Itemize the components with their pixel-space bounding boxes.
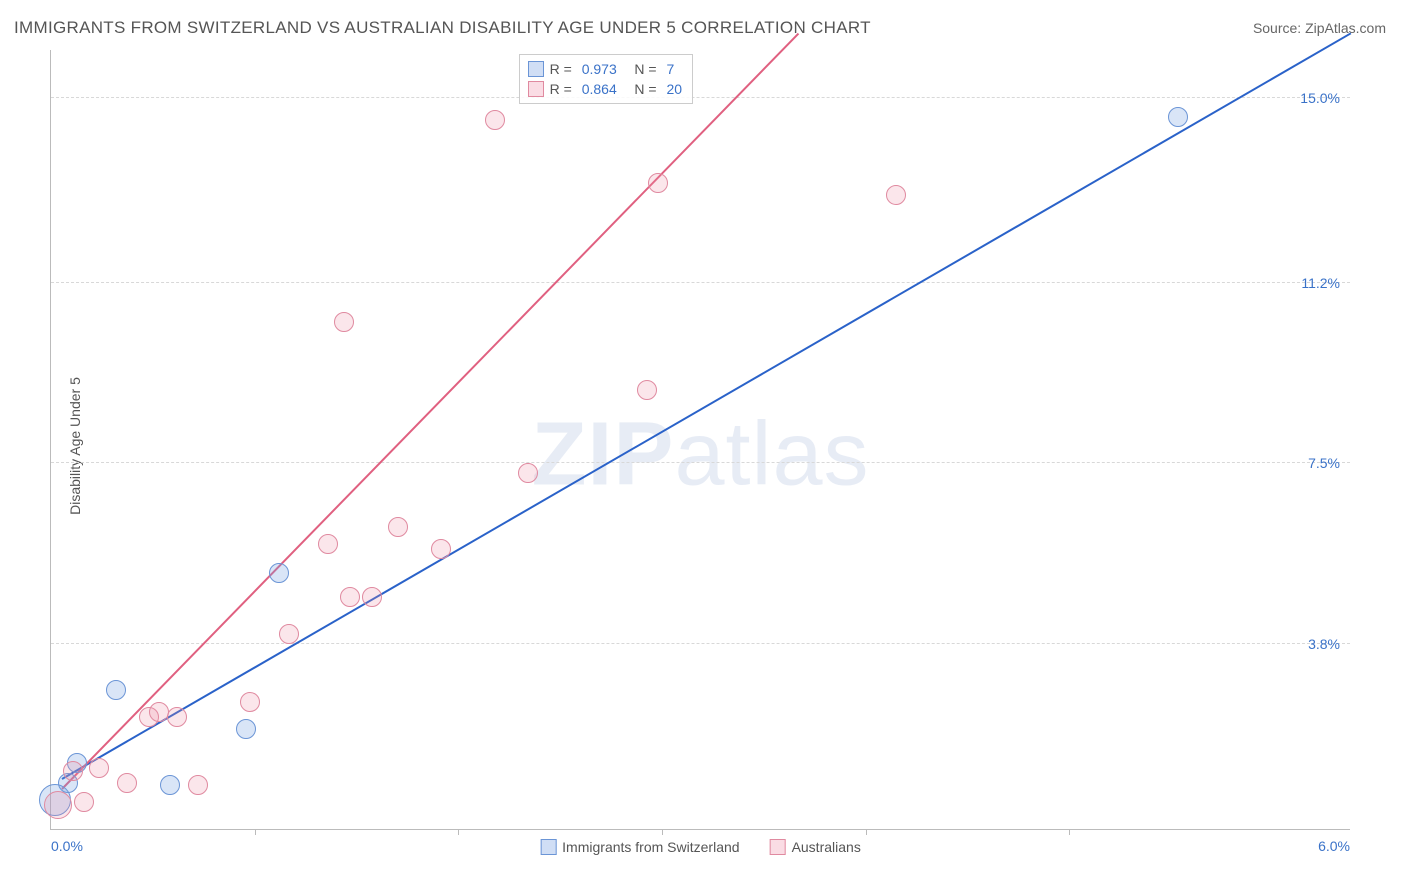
data-point bbox=[63, 761, 83, 781]
gridline bbox=[51, 462, 1350, 463]
gridline bbox=[51, 643, 1350, 644]
data-point bbox=[167, 707, 187, 727]
legend-r-value: 0.864 bbox=[582, 81, 617, 97]
data-point bbox=[318, 534, 338, 554]
x-tick bbox=[255, 829, 256, 835]
legend-text: R = bbox=[550, 61, 576, 77]
legend-item: Immigrants from Switzerland bbox=[540, 839, 739, 855]
data-point bbox=[188, 775, 208, 795]
y-tick-label: 7.5% bbox=[1308, 455, 1340, 471]
data-point bbox=[340, 587, 360, 607]
legend-row: R = 0.864 N = 20 bbox=[528, 79, 682, 99]
data-point bbox=[1168, 107, 1188, 127]
plot-area: ZIPatlas 3.8%7.5%11.2%15.0%0.0%6.0%R = 0… bbox=[50, 50, 1350, 830]
legend-swatch bbox=[540, 839, 556, 855]
data-point bbox=[240, 692, 260, 712]
x-tick bbox=[662, 829, 663, 835]
data-point bbox=[44, 791, 72, 819]
x-max-label: 6.0% bbox=[1318, 838, 1350, 854]
data-point bbox=[89, 758, 109, 778]
trend-line bbox=[61, 33, 799, 790]
x-tick bbox=[866, 829, 867, 835]
legend-text: N = bbox=[623, 61, 661, 77]
source-link[interactable]: ZipAtlas.com bbox=[1305, 20, 1386, 36]
legend-label: Immigrants from Switzerland bbox=[562, 839, 739, 855]
source-attribution: Source: ZipAtlas.com bbox=[1253, 20, 1386, 36]
watermark-rest: atlas bbox=[674, 405, 869, 505]
y-tick-label: 3.8% bbox=[1308, 636, 1340, 652]
data-point bbox=[485, 110, 505, 130]
data-point bbox=[648, 173, 668, 193]
y-tick-label: 15.0% bbox=[1300, 90, 1340, 106]
chart-title: IMMIGRANTS FROM SWITZERLAND VS AUSTRALIA… bbox=[14, 18, 871, 38]
data-point bbox=[518, 463, 538, 483]
data-point bbox=[106, 680, 126, 700]
data-point bbox=[236, 719, 256, 739]
data-point bbox=[269, 563, 289, 583]
y-tick-label: 11.2% bbox=[1301, 275, 1340, 291]
header: IMMIGRANTS FROM SWITZERLAND VS AUSTRALIA… bbox=[14, 18, 1386, 38]
legend-swatch bbox=[528, 61, 544, 77]
x-tick bbox=[1069, 829, 1070, 835]
data-point bbox=[117, 773, 137, 793]
legend-n-value: 20 bbox=[666, 81, 682, 97]
data-point bbox=[388, 517, 408, 537]
legend-n-value: 7 bbox=[666, 61, 674, 77]
data-point bbox=[886, 185, 906, 205]
data-point bbox=[637, 380, 657, 400]
data-point bbox=[74, 792, 94, 812]
legend-swatch bbox=[770, 839, 786, 855]
legend-item: Australians bbox=[770, 839, 861, 855]
trend-line bbox=[61, 33, 1351, 781]
data-point bbox=[279, 624, 299, 644]
watermark: ZIPatlas bbox=[531, 404, 869, 507]
data-point bbox=[362, 587, 382, 607]
gridline bbox=[51, 282, 1350, 283]
x-tick bbox=[458, 829, 459, 835]
legend-label: Australians bbox=[792, 839, 861, 855]
watermark-bold: ZIP bbox=[531, 405, 674, 505]
legend-text: R = bbox=[550, 81, 576, 97]
legend-swatch bbox=[528, 81, 544, 97]
x-min-label: 0.0% bbox=[51, 838, 83, 854]
data-point bbox=[160, 775, 180, 795]
data-point bbox=[431, 539, 451, 559]
data-point bbox=[334, 312, 354, 332]
legend-text: N = bbox=[623, 81, 661, 97]
correlation-legend: R = 0.973 N = 7R = 0.864 N = 20 bbox=[519, 54, 693, 104]
legend-row: R = 0.973 N = 7 bbox=[528, 59, 682, 79]
series-legend: Immigrants from Switzerland Australians bbox=[540, 839, 861, 855]
legend-r-value: 0.973 bbox=[582, 61, 617, 77]
gridline bbox=[51, 97, 1350, 98]
source-prefix: Source: bbox=[1253, 20, 1305, 36]
